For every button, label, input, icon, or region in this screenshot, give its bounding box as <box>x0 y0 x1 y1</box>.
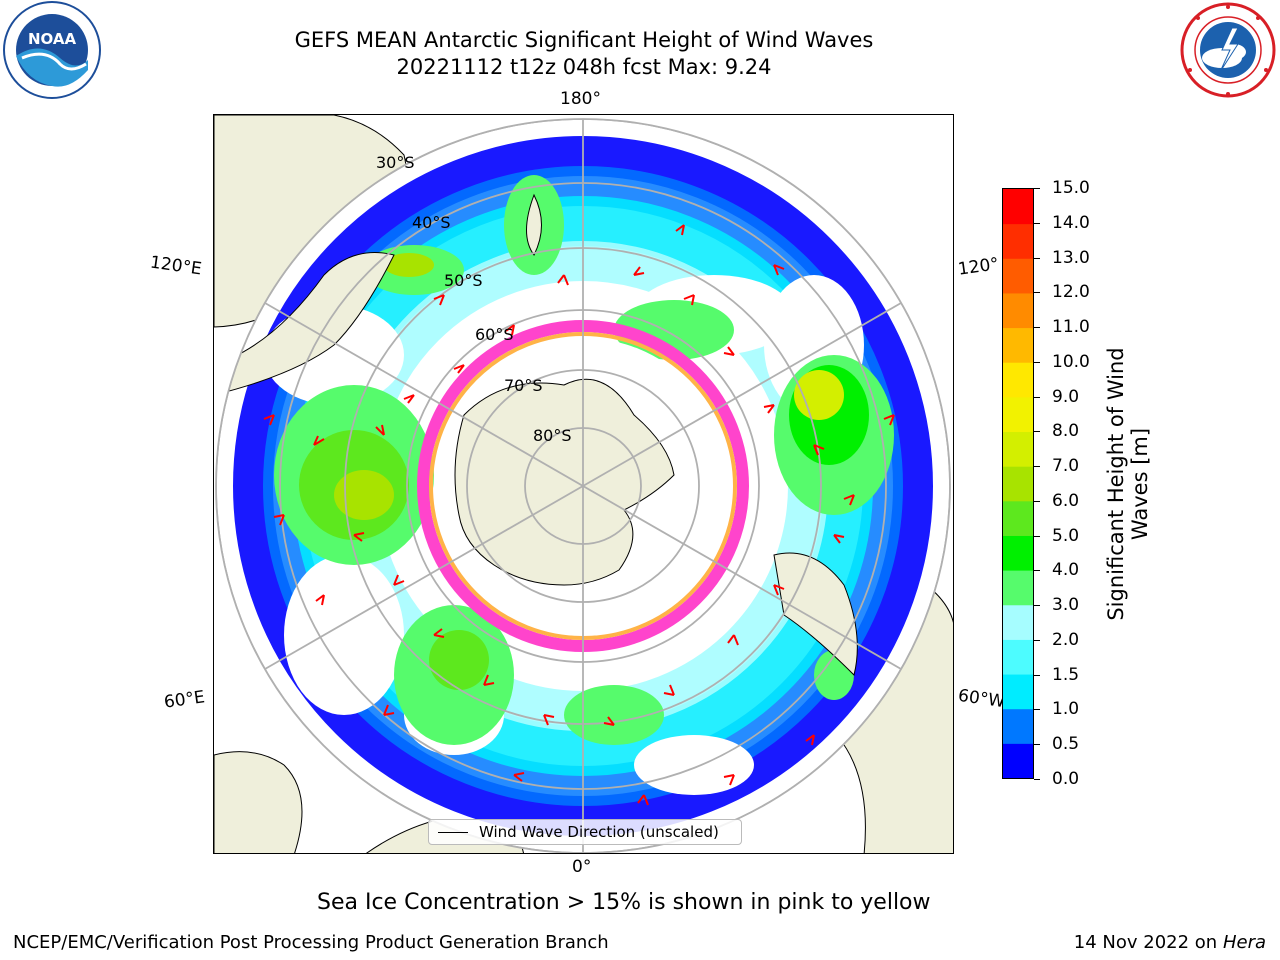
colorbar-tick-mark <box>1034 396 1040 398</box>
colorbar-tick-mark <box>1034 709 1040 711</box>
colorbar-segment <box>1003 223 1033 259</box>
lon-label-120w: 120° <box>956 254 1001 280</box>
colorbar-segment <box>1003 396 1033 433</box>
wave-height-field <box>216 119 950 853</box>
colorbar-tick-mark <box>1034 500 1040 502</box>
colorbar-segment <box>1003 362 1033 398</box>
colorbar-tick-label: 7.0 <box>1052 456 1080 477</box>
colorbar-segment <box>1003 708 1033 744</box>
colorbar-tick-mark <box>1034 257 1040 259</box>
colorbar-tick-mark <box>1034 779 1040 780</box>
lat-label-80s: 80°S <box>533 426 572 445</box>
chart-title: GEFS MEAN Antarctic Significant Height o… <box>294 28 874 52</box>
colorbar-tick-mark <box>1034 327 1040 329</box>
graticule <box>216 119 950 853</box>
polar-map <box>214 115 953 853</box>
colorbar-tick-label: 13.0 <box>1052 247 1090 268</box>
colorbar-segment <box>1003 189 1033 225</box>
colorbar-segment <box>1003 604 1033 640</box>
colorbar-tick-mark <box>1034 535 1040 537</box>
colorbar-tick-label: 12.0 <box>1052 282 1090 303</box>
footer-date: 14 Nov 2022 on Hera <box>1074 932 1266 953</box>
colorbar-tick-label: 10.0 <box>1052 351 1090 372</box>
colorbar-tick-label: 15.0 <box>1052 178 1090 198</box>
colorbar-tick-label: 14.0 <box>1052 212 1090 233</box>
colorbar-segment <box>1003 674 1033 710</box>
colorbar-tick-label: 11.0 <box>1052 317 1090 338</box>
colorbar-segment <box>1003 258 1033 294</box>
map-panel: 30°S 40°S 50°S 60°S 70°S 80°S Wind Wave … <box>213 114 954 854</box>
colorbar-tick-label: 2.0 <box>1052 629 1080 650</box>
colorbar-tick-mark <box>1034 292 1040 294</box>
lat-label-30s: 30°S <box>376 153 415 172</box>
colorbar-tick-label: 8.0 <box>1052 421 1080 442</box>
colorbar-tick-label: 4.0 <box>1052 560 1080 581</box>
colorbar-tick-label: 1.5 <box>1052 664 1080 685</box>
lon-label-60e: 60°E <box>162 687 207 713</box>
lat-label-60s: 60°S <box>475 325 514 344</box>
colorbar-tick-mark <box>1034 639 1040 641</box>
lat-label-70s: 70°S <box>504 376 543 395</box>
colorbar-segment <box>1003 292 1033 329</box>
national-weather-service-logo-icon <box>1180 2 1276 98</box>
colorbar-tick-label: 9.0 <box>1052 386 1080 407</box>
chart-subtitle: 20221112 t12z 048h fcst Max: 9.24 <box>396 55 772 79</box>
colorbar-segment <box>1003 431 1033 467</box>
lon-label-120e: 120°E <box>148 252 203 280</box>
colorbar-tick-label: 1.0 <box>1052 699 1080 720</box>
colorbar-tick-label: 6.0 <box>1052 490 1080 511</box>
colorbar-tick-mark <box>1034 674 1040 676</box>
colorbar-segment <box>1003 535 1033 571</box>
colorbar-tick-mark <box>1034 188 1040 189</box>
legend-label: Wind Wave Direction (unscaled) <box>479 823 719 841</box>
colorbar-segment <box>1003 327 1033 363</box>
lon-label-180: 180° <box>560 89 601 109</box>
colorbar <box>1002 188 1034 779</box>
colorbar-segment <box>1003 743 1033 778</box>
colorbar-segment <box>1003 500 1033 536</box>
colorbar-tick-mark <box>1034 361 1040 363</box>
colorbar-title: Significant Height of Wind Waves [m] <box>1104 347 1152 621</box>
colorbar-segment <box>1003 639 1033 675</box>
colorbar-segment <box>1003 570 1033 606</box>
footer-date-text: 14 Nov 2022 on <box>1073 932 1218 953</box>
colorbar-tick-label: 3.0 <box>1052 595 1080 616</box>
lat-label-50s: 50°S <box>444 271 483 290</box>
colorbar-tick-mark <box>1034 431 1040 433</box>
colorbar-tick-mark <box>1034 570 1040 572</box>
footer-host: Hera <box>1222 932 1266 953</box>
wind-wave-direction-arrows <box>263 224 895 806</box>
lat-label-40s: 40°S <box>412 213 451 232</box>
footer-producer: NCEP/EMC/Verification Post Processing Pr… <box>13 932 609 953</box>
lon-label-0: 0° <box>572 857 592 877</box>
colorbar-tick-mark <box>1034 744 1040 746</box>
colorbar-tick-label: 0.5 <box>1052 734 1080 755</box>
colorbar-tick-label: 0.0 <box>1052 769 1080 789</box>
map-legend: Wind Wave Direction (unscaled) <box>428 819 742 845</box>
colorbar-tick-label: 5.0 <box>1052 525 1080 546</box>
noaa-logo-text: NOAA <box>28 30 77 48</box>
colorbar-tick-mark <box>1034 222 1040 224</box>
legend-line-swatch <box>438 832 468 833</box>
sea-ice-caption: Sea Ice Concentration > 15% is shown in … <box>317 890 931 915</box>
lon-label-60w: 60°W <box>956 685 1007 713</box>
noaa-logo-icon: NOAA <box>3 1 101 99</box>
colorbar-tick-mark <box>1034 605 1040 607</box>
colorbar-segment <box>1003 466 1033 502</box>
colorbar-tick-mark <box>1034 466 1040 468</box>
